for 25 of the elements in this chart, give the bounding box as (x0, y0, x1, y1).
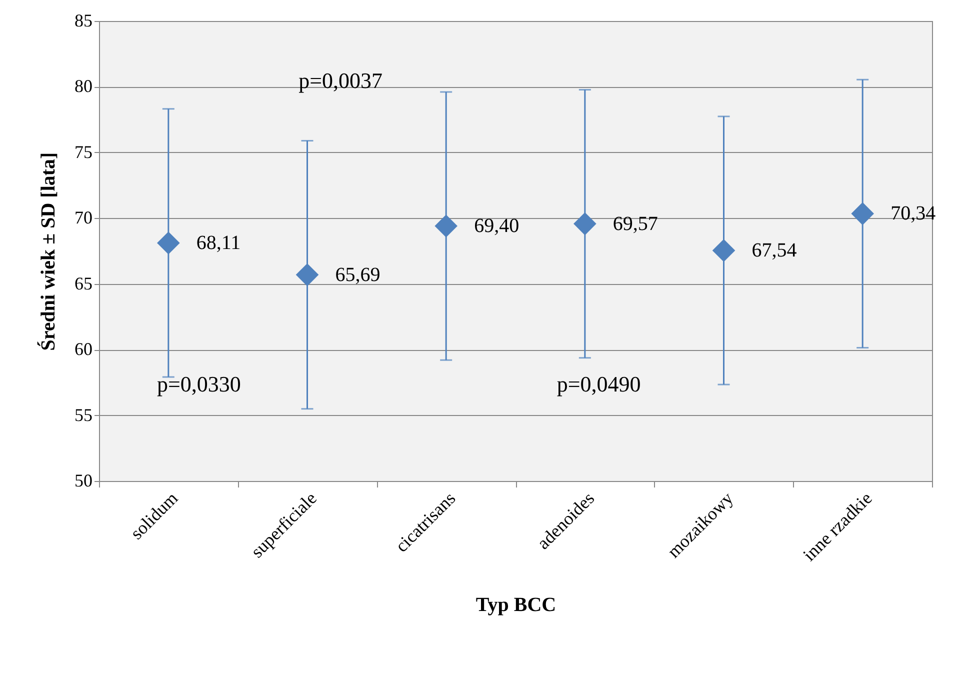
point (434, 214, 458, 238)
annotation: p=0,0330 (157, 371, 241, 396)
x-axis-title: Typ BCC (476, 594, 556, 616)
annotation: p=0,0490 (556, 371, 641, 396)
y-tick-label: 55 (74, 404, 92, 425)
annotation: p=0,0037 (298, 68, 383, 93)
y-tick-label: 60 (74, 339, 92, 360)
point (296, 263, 319, 286)
data-label: 70,34 (890, 202, 936, 225)
y-tick-label: 65 (74, 273, 92, 294)
y-tick-label: 50 (74, 470, 92, 490)
data-label: 67,54 (752, 239, 797, 262)
point (574, 212, 596, 236)
data-label: 69,40 (474, 215, 520, 238)
y-tick-label: 70 (74, 208, 92, 228)
y-tick-label: 75 (74, 142, 92, 162)
data-label: 68,11 (196, 232, 241, 254)
data-label: 69,57 (612, 212, 658, 235)
data-label: 65,69 (335, 264, 380, 286)
point (712, 239, 736, 262)
y-axis-title: Średni wiek ± SD [lata] (36, 152, 60, 351)
point (157, 232, 180, 254)
point (851, 202, 874, 226)
y-tick-label: 80 (74, 76, 92, 96)
y-tick-label: 85 (74, 10, 92, 30)
